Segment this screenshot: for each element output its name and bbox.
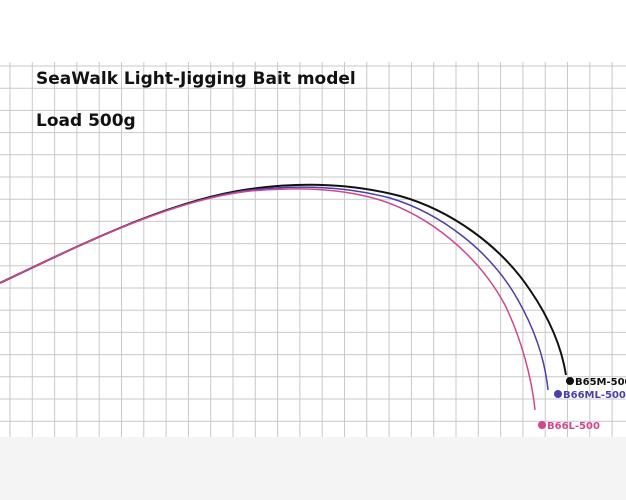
legend-label: B66L-500 (547, 421, 600, 432)
title: SeaWalk Light-Jigging Bait model (36, 69, 356, 89)
grid (0, 62, 626, 437)
legend-dot (554, 390, 562, 398)
legend-label: B66ML-500 (563, 390, 626, 401)
legend: B65M-500 B66ML-500 B66L-500 (538, 377, 626, 432)
legend-dot (538, 421, 546, 429)
legend-label: B65M-500 (575, 377, 626, 388)
footer-band (0, 437, 626, 500)
curve-b66l (0, 188, 536, 411)
legend-dot (566, 377, 574, 385)
subtitle: Load 500g (36, 111, 136, 131)
